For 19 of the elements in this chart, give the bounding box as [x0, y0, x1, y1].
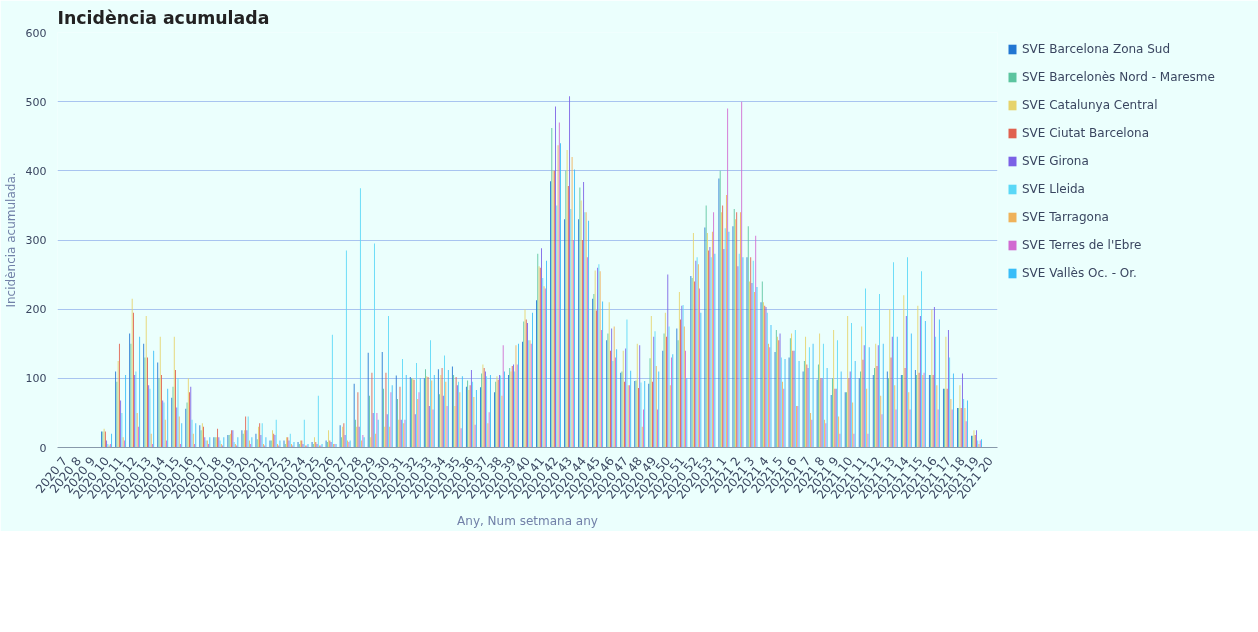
legend-label: SVE Barcelonès Nord - Maresme [1022, 70, 1215, 84]
legend-label: SVE Tarragona [1022, 210, 1109, 224]
y-tick-label: 100 [25, 372, 47, 386]
y-tick-label: 500 [25, 95, 47, 109]
legend-label: SVE Vallès Oc. - Or. [1022, 266, 1137, 280]
legend-label: SVE Ciutat Barcelona [1022, 126, 1149, 140]
y-tick-label: 0 [39, 441, 47, 455]
legend-label: SVE Girona [1022, 154, 1089, 168]
y-tick-label: 300 [25, 234, 47, 247]
y-tick-label: 200 [25, 303, 47, 317]
legend-label: SVE Catalunya Central [1022, 98, 1158, 112]
x-axis-title: Any, Num setmana any [457, 514, 598, 529]
legend-label: SVE Barcelona Zona Sud [1022, 42, 1171, 56]
legend-label: SVE Terres de l'Ebre [1022, 238, 1142, 252]
y-tick-label: 400 [25, 164, 47, 178]
y-axis-title: Incidència acumulada. [3, 172, 18, 308]
y-tick-label: 600 [25, 26, 47, 40]
chart-title: Incidència acumulada [57, 7, 270, 28]
legend-label: SVE Lleida [1022, 182, 1085, 196]
